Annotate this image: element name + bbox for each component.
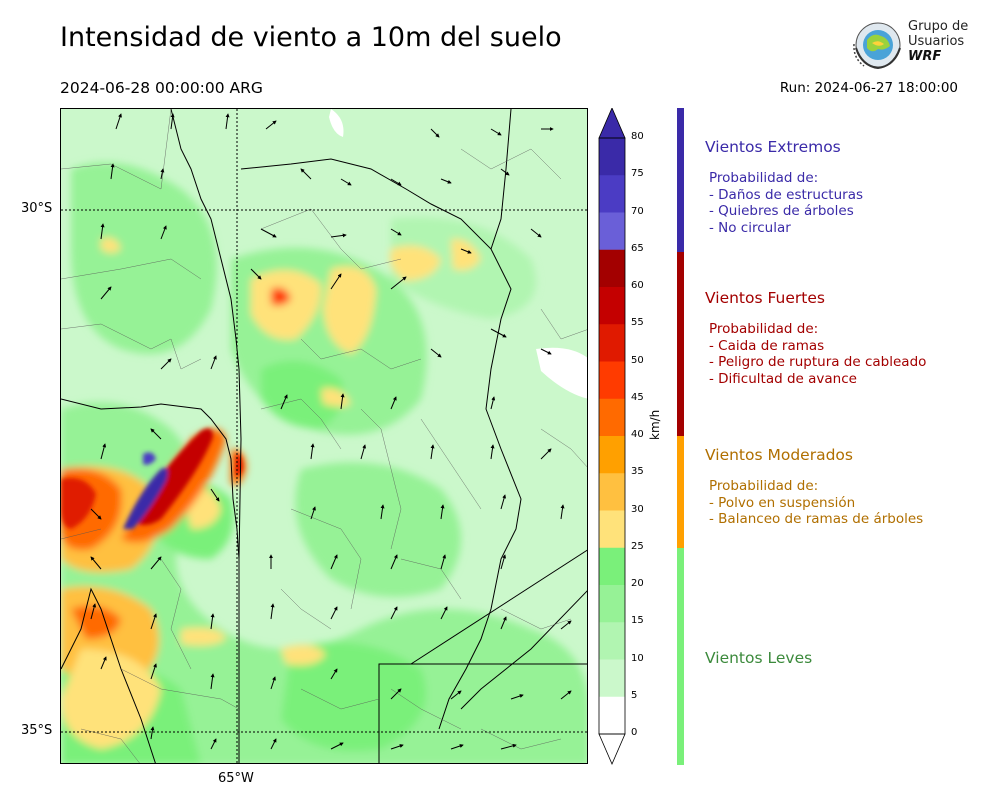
category-title: Vientos Leves — [705, 649, 813, 667]
logo-line-2: Usuarios — [908, 34, 965, 49]
colorbar-segment — [599, 585, 625, 623]
legend-bar-moderados — [677, 436, 684, 548]
category-leves: Vientos Leves — [705, 649, 812, 667]
colorbar-tick-label: 65 — [631, 242, 644, 254]
graticule — [61, 109, 587, 763]
colorbar-tick-label: 40 — [631, 429, 644, 440]
logo-text: Grupo de Usuarios WRF — [908, 19, 968, 64]
colorbar — [597, 106, 627, 768]
legend-bar-leves — [677, 548, 684, 765]
colorbar-segment — [599, 473, 625, 511]
colorbar-segment — [599, 212, 625, 251]
colorbar-tick-label: 10 — [631, 652, 644, 664]
colorbar-segment — [599, 659, 625, 698]
description-line: - Dificultad de avance — [709, 370, 857, 387]
category-fuertes: Vientos Fuertes Probabilidad de: - Caida… — [705, 289, 926, 387]
category-title: Vientos Extremos — [705, 138, 841, 156]
colorbar-tick-label: 70 — [631, 205, 644, 217]
description-line: - Polvo en suspensión — [709, 494, 856, 511]
description-line: - Caida de ramas — [709, 337, 825, 354]
colorbar-tick-label: 45 — [631, 391, 644, 403]
run-time: Run: 2024-06-27 18:00:00 — [779, 80, 958, 96]
colorbar-segment — [599, 138, 625, 176]
colorbar-segment — [599, 398, 625, 437]
wrf-logo: Grupo de Usuarios WRF — [848, 18, 973, 73]
category-description: Probabilidad de: - Daños de estructuras … — [705, 170, 863, 236]
calm-patch — [536, 347, 587, 399]
colorbar-tick-label: 15 — [631, 615, 644, 627]
description-line: - No circular — [709, 219, 791, 236]
colorbar-tick-label: 0 — [631, 727, 638, 738]
department-borders — [61, 109, 587, 763]
colorbar-outline — [598, 137, 626, 735]
description-line: Probabilidad de: — [709, 321, 819, 337]
colorbar-tick-label: 5 — [631, 689, 638, 701]
category-description: Probabilidad de: - Caida de ramas - Peli… — [705, 321, 926, 387]
legend-bar-fuertes — [677, 252, 684, 436]
colorbar-top-extension — [598, 106, 626, 139]
valid-time: 2024-06-28 00:00:00 ARG — [60, 79, 263, 97]
colorbar-segment — [599, 361, 625, 400]
colorbar-segment — [599, 622, 625, 660]
colorbar-segment — [599, 510, 625, 549]
colorbar-tick-label: 30 — [631, 503, 644, 515]
country-borders — [61, 109, 587, 763]
category-moderados: Vientos Moderados Probabilidad de: - Pol… — [705, 446, 923, 528]
logo-line-3: WRF — [908, 49, 942, 64]
colorbar-tick-label: 80 — [631, 131, 644, 142]
colorbar-segment — [599, 175, 625, 213]
category-extremos: Vientos Extremos Probabilidad de: - Daño… — [705, 138, 863, 236]
colorbar-segment — [599, 696, 625, 735]
wind-map — [60, 108, 588, 764]
lat-label-30s: 30°S — [21, 201, 53, 216]
globe-logo-icon — [853, 22, 901, 70]
colorbar-bottom-extension — [598, 733, 626, 766]
colorbar-svg — [598, 106, 626, 766]
colorbar-tick-label: 60 — [631, 280, 644, 291]
wind-core-fill — [61, 428, 243, 529]
category-title: Vientos Moderados — [705, 446, 853, 464]
lon-label-65w: 65°W — [218, 771, 254, 786]
description-line: - Quiebres de árboles — [709, 203, 854, 219]
map-title: Intensidad de viento a 10m del suelo — [60, 22, 562, 53]
description-line: - Balanceo de ramas de árboles — [709, 511, 924, 527]
logo-line-1: Grupo de — [908, 19, 969, 34]
colorbar-tick-label: 35 — [631, 466, 644, 478]
description-line: - Daños de estructuras — [709, 186, 864, 203]
colorbar-segment — [599, 436, 625, 474]
wind-field-svg — [61, 109, 587, 763]
calm-patch — [329, 109, 344, 137]
colorbar-tick-label: 75 — [631, 168, 644, 180]
colorbar-segment — [599, 547, 625, 586]
colorbar-segment — [599, 287, 625, 325]
description-line: Probabilidad de: — [709, 478, 819, 494]
legend-bar-extremos — [677, 108, 684, 252]
colorbar-tick-label: 20 — [631, 578, 644, 589]
colorbar-segment — [599, 249, 625, 288]
category-description: Probabilidad de: - Polvo en suspensión -… — [705, 478, 923, 528]
colorbar-tick-label: 55 — [631, 317, 644, 329]
lat-label-35s: 35°S — [21, 723, 53, 738]
category-title: Vientos Fuertes — [705, 289, 825, 307]
colorbar-segments — [599, 138, 625, 735]
wind-vectors — [90, 113, 572, 750]
colorbar-segment — [599, 324, 625, 362]
description-line: - Peligro de ruptura de cableado — [709, 354, 927, 370]
colorbar-units: km/h — [648, 409, 662, 440]
colorbar-tick-label: 25 — [631, 540, 644, 552]
colorbar-tick-label: 50 — [631, 354, 644, 366]
description-line: Probabilidad de: — [709, 170, 819, 186]
